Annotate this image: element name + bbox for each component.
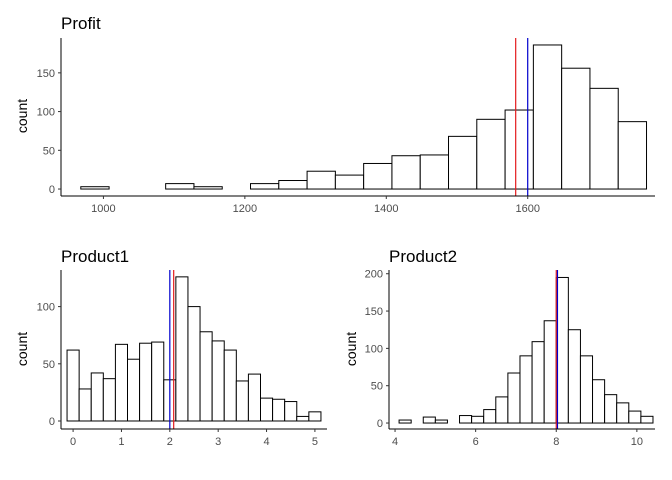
histogram-bar [592, 379, 606, 424]
x-tick-label: 6 [473, 436, 479, 448]
x-tick-label: 1200 [233, 203, 257, 215]
y-tick-label: 100 [37, 302, 55, 314]
histogram-bar [334, 174, 365, 190]
y-tick-label: 150 [37, 68, 55, 80]
product1-panel: Product1 count 0 50 100 0 1 2 3 4 5 [14, 247, 327, 448]
y-tick-label: 100 [365, 343, 383, 355]
histogram-bar [628, 410, 642, 424]
histogram-bar [90, 372, 104, 422]
x-tick-label: 10 [631, 436, 643, 448]
histogram-bar [187, 306, 201, 422]
histogram-bar [391, 155, 421, 190]
histogram-bar [363, 162, 393, 190]
histogram-bar [175, 276, 189, 422]
y-axis-label: count [14, 332, 30, 366]
x-tick-label: 1 [118, 436, 124, 448]
histogram-bar [193, 186, 223, 190]
histogram-bar [114, 343, 129, 422]
chart-title: Product2 [389, 247, 457, 266]
x-tick-label: 5 [312, 436, 318, 448]
histogram-bar [151, 341, 165, 422]
histogram-bar [532, 44, 563, 190]
chart-title: Profit [61, 14, 101, 33]
histogram-bar [448, 135, 478, 190]
histogram-bar [102, 378, 116, 422]
y-tick-label: 100 [37, 107, 55, 119]
x-tick-label: 0 [70, 436, 76, 448]
product2-panel: Product2 count 0 50 100 150 200 4 6 8 10 [343, 247, 655, 448]
histogram-bar [139, 342, 153, 422]
histogram-bar [278, 180, 308, 190]
histogram-bar [199, 331, 213, 422]
histogram-bar [250, 183, 280, 190]
histogram-bar [422, 416, 436, 424]
histogram-bar [555, 276, 569, 424]
y-axis-label: count [14, 99, 30, 133]
histogram-bar [235, 380, 249, 422]
histogram-bar [272, 398, 286, 422]
histogram-bar [495, 396, 509, 424]
histogram-bar [398, 419, 412, 424]
histogram-bar [476, 118, 506, 190]
histogram-bar [617, 121, 648, 190]
histogram-bar [284, 401, 298, 422]
histogram-bar [308, 411, 322, 422]
histogram-bar [507, 372, 521, 424]
histogram-bar [640, 415, 654, 424]
x-tick-label: 1400 [374, 203, 398, 215]
histogram-bar [459, 415, 473, 424]
y-tick-label: 50 [43, 359, 55, 371]
profit-panel: Profit count 0 50 100 150 1000 1200 1400 1600 [14, 14, 655, 215]
y-tick-label: 0 [49, 416, 55, 428]
histogram-bar [471, 415, 485, 424]
histogram-bar [419, 154, 450, 190]
histogram-bar [543, 320, 557, 424]
x-tick-label: 4 [263, 436, 269, 448]
histogram-bar [561, 67, 591, 190]
x-tick-label: 1600 [515, 203, 539, 215]
histogram-bar [165, 183, 195, 190]
histogram-bar [604, 394, 618, 424]
histogram-bar [567, 329, 581, 424]
histogram-bar [296, 415, 310, 422]
histogram-bar [579, 355, 594, 424]
histogram-bar [483, 409, 497, 424]
histogram-bar [80, 186, 110, 190]
y-tick-label: 150 [365, 306, 383, 318]
histogram-bar [66, 349, 80, 422]
y-tick-label: 0 [377, 418, 383, 430]
histogram-bar [127, 358, 141, 422]
y-axis-label: count [343, 332, 359, 366]
histogram-bar [211, 340, 225, 422]
histogram-bar [247, 373, 262, 422]
x-tick-label: 8 [553, 436, 559, 448]
x-tick-label: 3 [215, 436, 221, 448]
histogram-bar [504, 109, 534, 190]
histogram-bar [78, 388, 92, 422]
x-tick-label: 1000 [91, 203, 115, 215]
histogram-bar [616, 402, 630, 424]
histogram-bar [519, 355, 533, 424]
histogram-bar [260, 397, 274, 422]
histogram-bar [223, 349, 237, 422]
y-tick-label: 50 [43, 145, 55, 157]
histogram-bar [434, 419, 448, 424]
y-tick-label: 0 [49, 184, 55, 196]
x-tick-label: 2 [167, 436, 173, 448]
histogram-bar [589, 87, 619, 190]
histogram-bar [306, 170, 336, 190]
chart-title: Product1 [61, 247, 129, 266]
y-tick-label: 50 [371, 381, 383, 393]
histogram-bar [531, 341, 545, 424]
y-tick-label: 200 [365, 269, 383, 281]
x-tick-label: 4 [392, 436, 398, 448]
